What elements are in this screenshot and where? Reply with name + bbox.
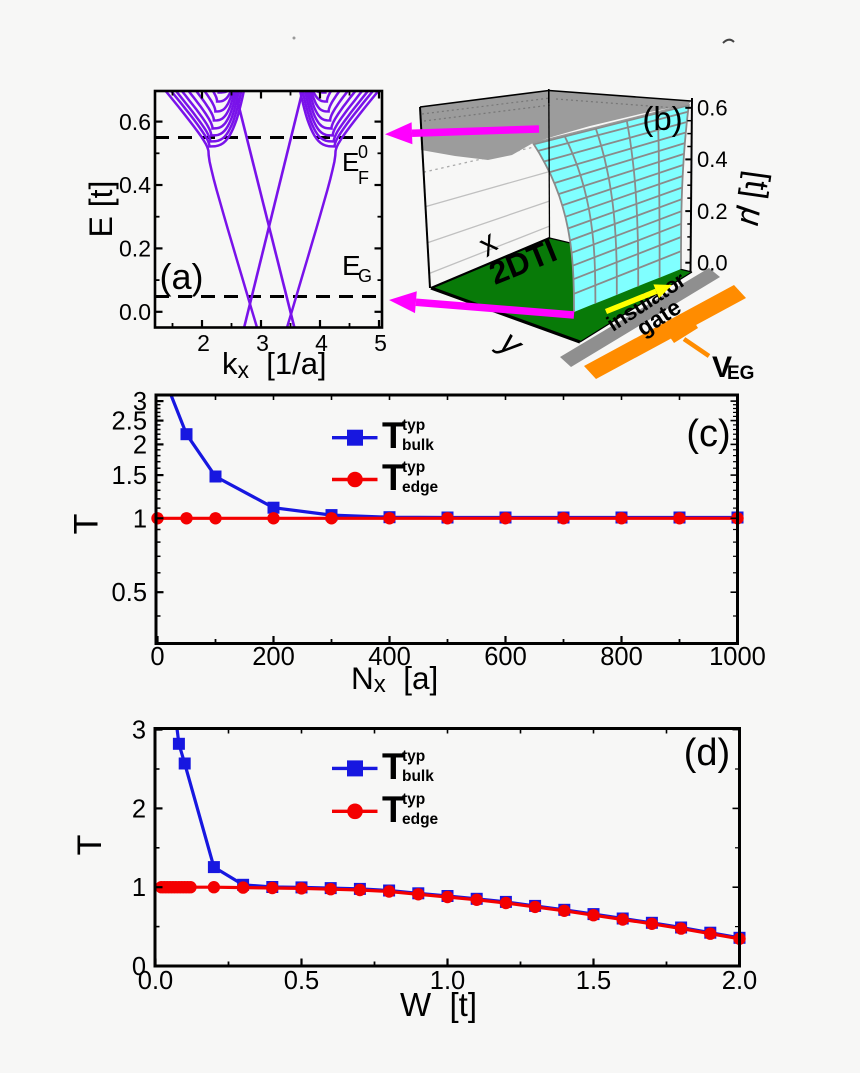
svg-text:E: E [342,250,361,281]
svg-text:bulk: bulk [402,437,434,454]
svg-text:0.2: 0.2 [119,236,151,262]
svg-text:200: 200 [252,643,295,671]
svg-text:(a): (a) [160,256,204,297]
svg-text:G: G [358,266,372,286]
svg-text:0: 0 [150,643,164,671]
svg-text:1: 1 [132,874,146,902]
svg-text:T: T [71,835,109,856]
svg-text:bulk: bulk [402,768,434,785]
svg-text:2.5: 2.5 [112,408,147,436]
svg-text:0.0: 0.0 [119,299,151,325]
svg-text:E [t]: E [t] [83,181,119,238]
svg-text:3: 3 [133,388,147,416]
svg-text:1.5: 1.5 [112,462,147,490]
svg-text:3: 3 [256,330,269,356]
svg-text:edge: edge [402,811,439,828]
svg-text:edge: edge [402,479,439,496]
svg-text:0.5: 0.5 [284,967,319,995]
svg-text:800: 800 [600,643,643,671]
svg-text:3: 3 [132,717,146,745]
svg-text:0.2: 0.2 [697,199,728,224]
svg-text:0: 0 [358,142,368,162]
svg-text:0.0: 0.0 [138,967,173,995]
svg-text:1.0: 1.0 [430,967,465,995]
svg-text:0.4: 0.4 [119,172,151,198]
svg-text:T: T [68,514,106,535]
svg-text:typ: typ [402,791,425,808]
svg-text:typ: typ [402,748,425,765]
svg-text:T: T [382,746,405,787]
svg-text:2: 2 [133,431,147,459]
svg-text:0.0: 0.0 [697,251,728,276]
svg-text:[t] μ: [t] μ [733,169,777,228]
svg-text:0.6: 0.6 [697,96,728,121]
svg-text:2.0: 2.0 [722,967,757,995]
svg-text:(d): (d) [684,732,730,774]
svg-text:kx [1/a]: kx [1/a] [222,346,327,383]
svg-text:400: 400 [368,643,411,671]
svg-text:2: 2 [197,330,210,356]
svg-text:0.6: 0.6 [119,109,151,135]
svg-text:2: 2 [132,795,146,823]
svg-text:Nx [a]: Nx [a] [351,660,438,698]
svg-text:0: 0 [132,953,146,981]
svg-text:T: T [382,789,405,830]
svg-text:5: 5 [374,330,387,356]
svg-text:typ: typ [402,417,425,434]
svg-text:(c): (c) [686,413,730,455]
svg-text:F: F [358,168,369,188]
svg-text:0.4: 0.4 [697,147,728,172]
svg-text:T: T [382,415,405,456]
svg-text:(b): (b) [642,100,682,137]
svg-text:EG: EG [727,363,754,384]
svg-text:1000: 1000 [709,643,766,671]
svg-text:1: 1 [133,505,147,533]
svg-text:typ: typ [402,459,425,476]
svg-text:T: T [382,457,405,498]
svg-text:1.5: 1.5 [576,967,611,995]
svg-text:4: 4 [315,330,328,356]
svg-text:600: 600 [484,643,527,671]
svg-text:W [t]: W [t] [400,986,477,1023]
svg-text:0.5: 0.5 [112,579,147,607]
svg-text:V: V [712,351,732,384]
svg-text:E: E [342,147,359,177]
